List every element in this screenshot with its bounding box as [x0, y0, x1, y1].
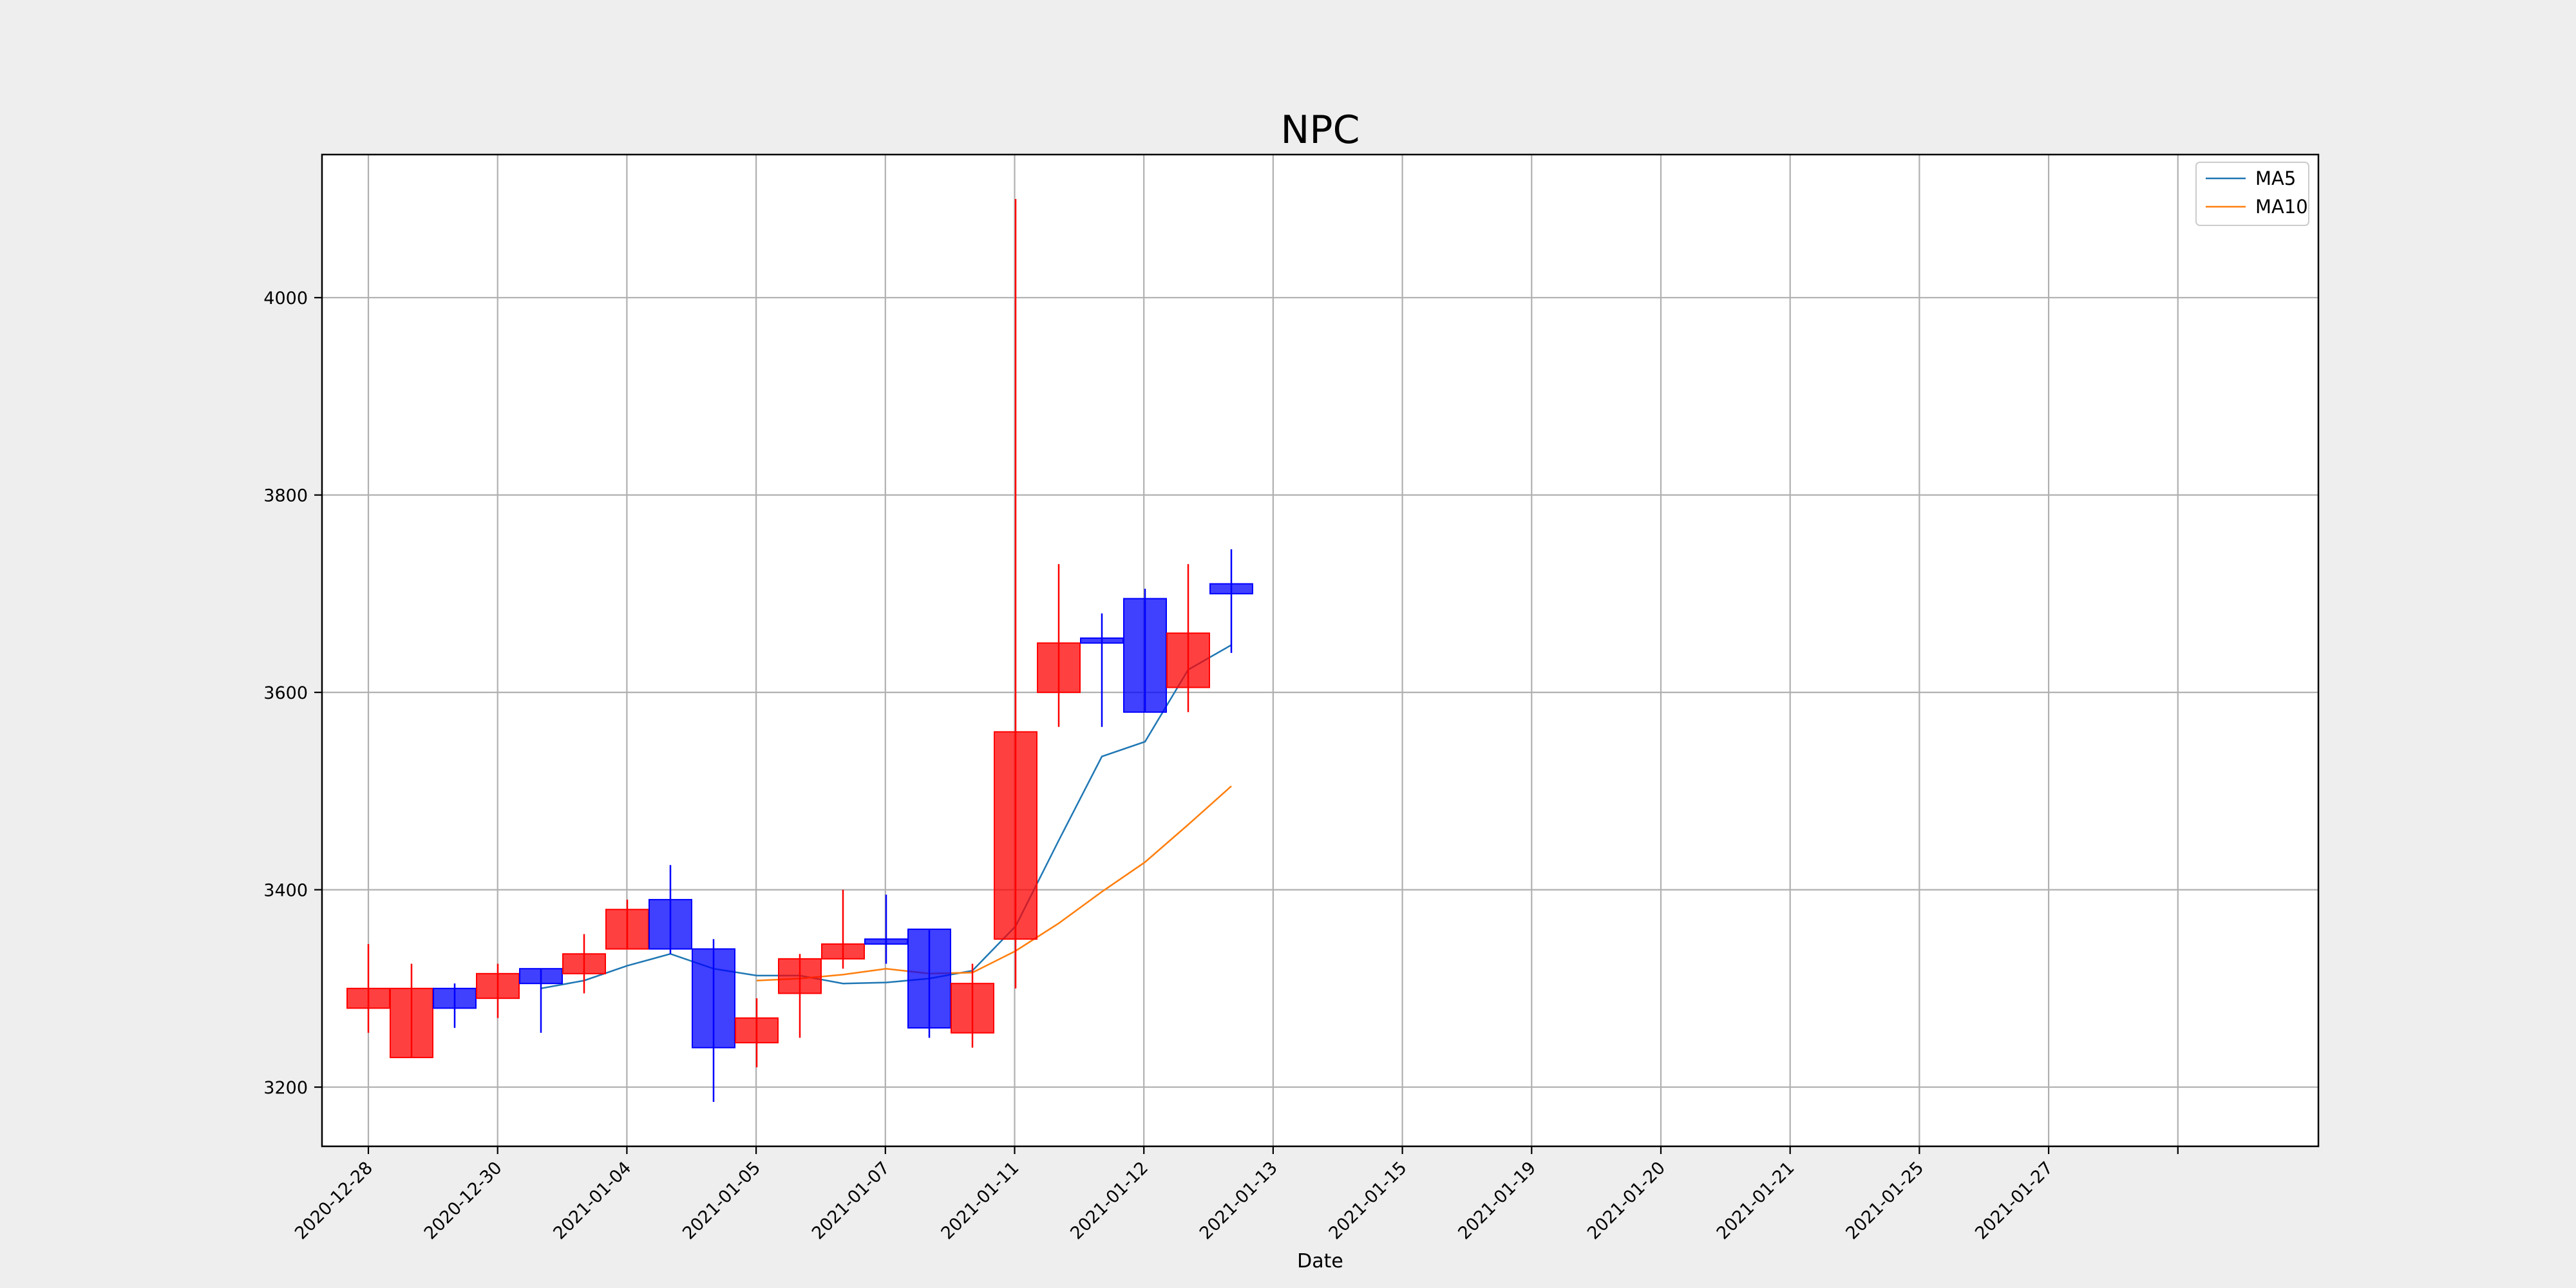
candle-body	[346, 987, 390, 1009]
x-tick-label: 2021-01-25	[1842, 1158, 1927, 1244]
legend: MA5 MA10	[2195, 162, 2309, 226]
candle-body	[864, 938, 908, 945]
candle-body	[1166, 632, 1210, 688]
candle-body	[390, 987, 433, 1059]
candle	[907, 928, 951, 1038]
x-tick-label: 2020-12-30	[421, 1158, 506, 1244]
candle	[476, 963, 520, 1018]
y-axis-ticks: 3200 3400 3600 3800 4000	[263, 289, 322, 1098]
legend-label-ma10: MA10	[2255, 196, 2308, 218]
candle	[1209, 549, 1253, 653]
plot-background	[322, 155, 2318, 1146]
candle-body	[951, 983, 994, 1034]
candle	[951, 963, 994, 1048]
candle-body	[1209, 583, 1253, 594]
y-tick-label: 3800	[263, 486, 308, 506]
candle-body	[735, 1017, 779, 1044]
x-tick-label: 2020-12-28	[291, 1158, 377, 1244]
candle	[562, 934, 606, 994]
candle	[735, 998, 779, 1068]
plot-frame	[321, 153, 2320, 1148]
candle	[433, 983, 477, 1028]
candle	[649, 865, 692, 954]
candle-body	[1123, 598, 1167, 713]
moving-average-lines	[540, 644, 1232, 990]
candle	[519, 968, 563, 1033]
y-tick-label: 4000	[263, 289, 308, 308]
candle	[821, 889, 865, 969]
x-tick-label: 2021-01-11	[938, 1158, 1023, 1244]
x-tick-label: 2021-01-04	[549, 1158, 635, 1244]
candle-body	[778, 958, 822, 994]
candle-body	[1080, 637, 1124, 644]
chart-title: NPC	[1281, 108, 1360, 153]
candle-body	[605, 909, 649, 950]
candle	[346, 943, 390, 1033]
x-tick-label: 2021-01-27	[1971, 1158, 2057, 1244]
x-tick-label: 2021-01-05	[679, 1158, 764, 1244]
x-tick-label: 2021-01-12	[1066, 1158, 1152, 1244]
candle	[1037, 564, 1081, 727]
candle	[1123, 589, 1167, 713]
x-tick-label: 2021-01-15	[1325, 1158, 1411, 1244]
y-tick-label: 3200	[263, 1078, 308, 1098]
candle	[1166, 564, 1210, 712]
x-axis-label: Date	[1297, 1250, 1343, 1273]
y-tick-label: 3400	[263, 881, 308, 901]
x-tick-label: 2021-01-21	[1713, 1158, 1799, 1244]
candle	[390, 963, 433, 1059]
grid-lines	[322, 155, 2318, 1146]
candle	[778, 954, 822, 1038]
candle-body	[519, 968, 563, 985]
candle-body	[692, 948, 735, 1048]
x-axis-ticks: 2020-12-28 2020-12-30 2021-01-04 2021-01-05…	[291, 1146, 2179, 1244]
candle-body	[1037, 642, 1081, 694]
x-tick-label: 2021-01-20	[1584, 1158, 1669, 1244]
candle-body	[994, 731, 1037, 940]
x-tick-label: 2021-01-13	[1196, 1158, 1282, 1244]
candle-body	[433, 987, 477, 1009]
x-tick-label: 2021-01-07	[808, 1158, 894, 1244]
candle	[605, 899, 649, 950]
candle-body	[649, 898, 692, 950]
candle	[692, 939, 735, 1103]
candle-body	[907, 928, 951, 1029]
candle-body	[562, 953, 606, 974]
series-line-ma5	[540, 644, 1232, 990]
y-tick-label: 3600	[263, 683, 308, 703]
legend-label-ma5: MA5	[2255, 167, 2296, 189]
candle-body	[476, 972, 520, 999]
candle	[994, 198, 1037, 989]
x-tick-label: 2021-01-19	[1454, 1158, 1540, 1244]
series-line-ma10	[756, 785, 1232, 981]
candles	[346, 198, 1253, 1103]
candle-body	[821, 943, 865, 960]
